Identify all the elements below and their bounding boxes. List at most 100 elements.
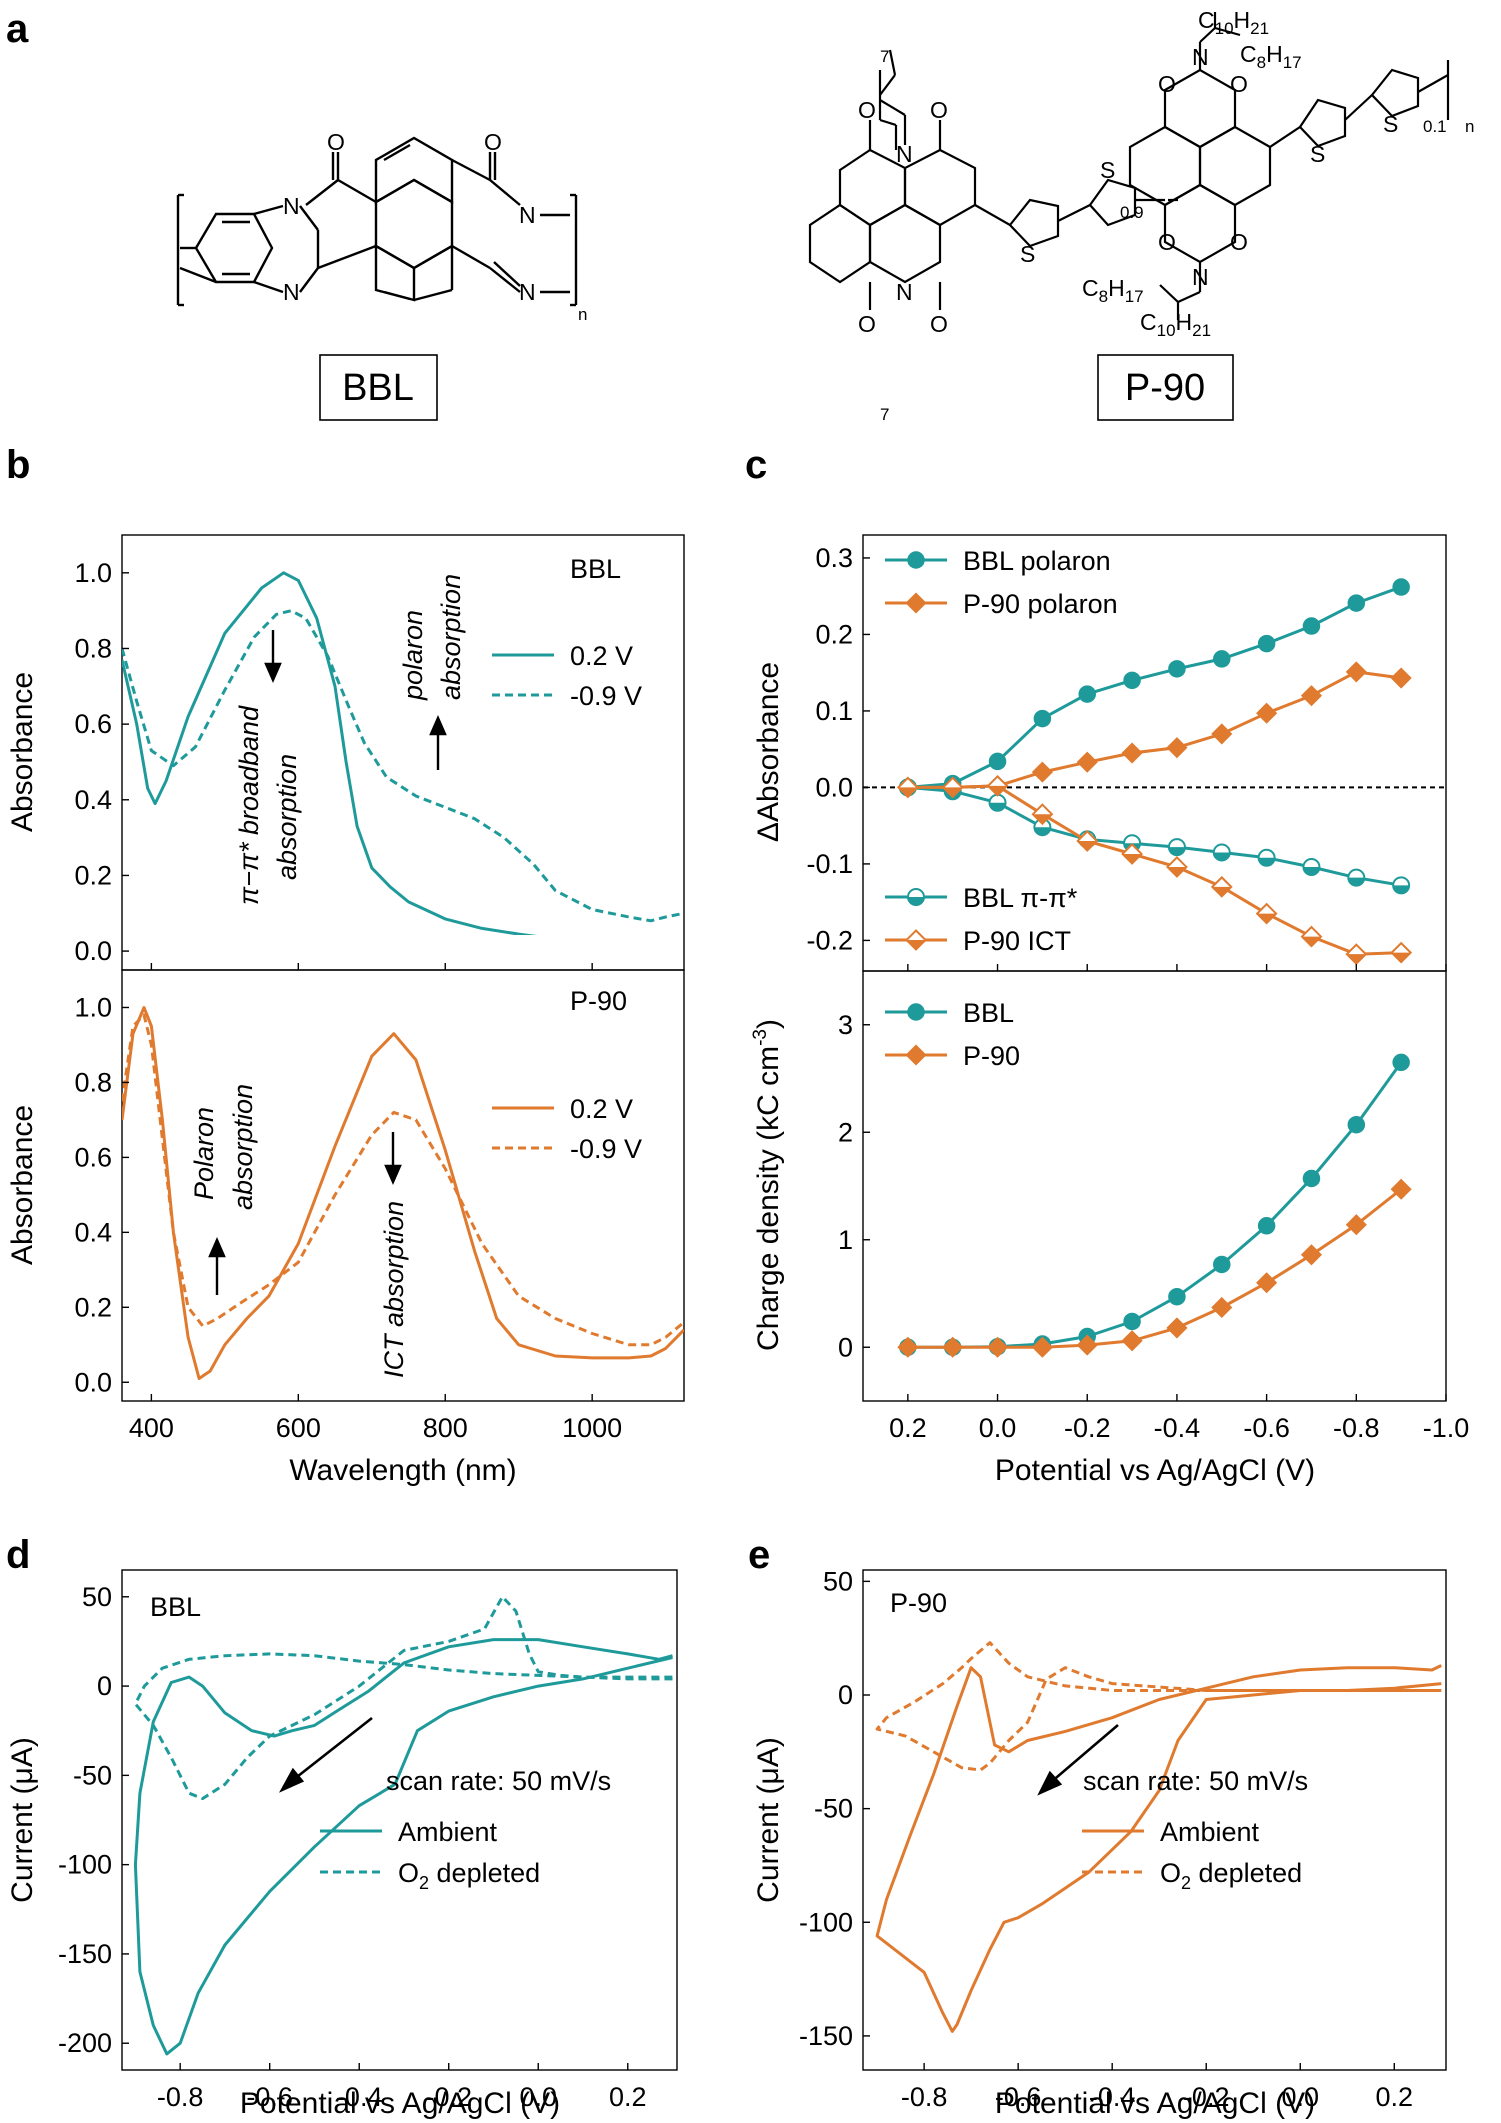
- series-line-2: [907, 785, 1402, 887]
- x-tick-label: -0.4: [336, 2082, 383, 2112]
- plot-frame-b-top: [121, 534, 685, 971]
- annotation-pipi: π−π* broadband: [234, 705, 264, 905]
- annotation-polaron-2: absorption: [436, 574, 466, 700]
- data-point: [1211, 1296, 1233, 1319]
- data-point: [1121, 742, 1143, 764]
- data-point: [942, 1336, 964, 1358]
- y-tick-label: 0.2: [74, 860, 112, 890]
- legend-label: O2 depleted: [1160, 1858, 1302, 1893]
- panel-label-e: e: [748, 1533, 770, 1577]
- chart-title-d: BBL: [150, 1592, 201, 1622]
- legend-label: P-90 ICT: [963, 926, 1071, 956]
- x-tick-label: -0.4: [1089, 2082, 1136, 2112]
- data-point: [1166, 1317, 1188, 1339]
- legend-label: BBL polaron: [963, 546, 1111, 576]
- bbl-atoms: N N O O N N n: [283, 129, 587, 324]
- x-axis-label-e: Potential vs Ag/AgCl (V): [995, 2087, 1315, 2120]
- arrow-down: [264, 630, 282, 683]
- data-point-fill: [989, 802, 1006, 811]
- chart-title-e: P-90: [890, 1588, 947, 1618]
- x-tick-label: -0.6: [246, 2082, 293, 2112]
- series-group: [896, 578, 1413, 966]
- series-line-0: [122, 571, 537, 935]
- data-point: [1076, 1334, 1098, 1356]
- repeat-subscript: 0.9: [1120, 203, 1144, 222]
- side-chain-label: C10H21: [1198, 7, 1269, 38]
- data-point-fill: [1346, 954, 1366, 964]
- legend-label: BBL π-π*: [963, 883, 1078, 913]
- y-tick-label: 3: [838, 1010, 853, 1040]
- bbl-label-box: [319, 354, 438, 421]
- x-tick-label: -0.8: [157, 2082, 204, 2112]
- repeat-subscript: 7: [880, 405, 889, 424]
- series-group: [875, 1641, 1442, 2033]
- y-tick-label: 0.3: [815, 543, 853, 573]
- data-point-fill: [988, 785, 1008, 796]
- atom-label: N: [283, 193, 300, 219]
- data-point: [988, 752, 1007, 771]
- data-point: [1300, 685, 1323, 707]
- arrow-up: [208, 1237, 226, 1295]
- y-tick-label: -150: [799, 2021, 853, 2051]
- annotation-polaron-p90-2: absorption: [228, 1084, 258, 1210]
- data-point-fill: [1391, 952, 1411, 963]
- legend-marker: [907, 1003, 925, 1021]
- legend-label: -0.9 V: [570, 681, 642, 711]
- y-axis-label-b-bottom: Absorbance: [6, 1105, 39, 1265]
- data-point: [897, 1336, 919, 1358]
- data-point-fill: [1032, 814, 1052, 824]
- atom-label: O: [327, 129, 345, 155]
- x-tick-label: -1.0: [1423, 1413, 1470, 1443]
- arrow-up: [429, 715, 447, 770]
- panel-label-d: d: [6, 1533, 30, 1577]
- chart-d: -200 -150 -100 -50 0 50 -0.8 -0.6 -0.4 -0.2 0.0 0.2…: [58, 1582, 673, 2112]
- atom-label: N: [1192, 44, 1209, 70]
- y-tick-label: 0.4: [74, 1217, 112, 1247]
- atom-label: S: [1020, 241, 1035, 267]
- y-tick-label: -0.2: [806, 925, 853, 955]
- data-point-fill: [1393, 885, 1410, 894]
- y-tick-label: 0.6: [74, 1142, 112, 1172]
- data-point-fill: [1077, 840, 1097, 851]
- data-point: [1347, 1115, 1366, 1134]
- legend-label: 0.2 V: [570, 1094, 633, 1124]
- x-tick-label: 0.2: [609, 2082, 647, 2112]
- legend-marker: [905, 1044, 927, 1066]
- y-tick-label: -0.1: [806, 849, 853, 879]
- p90-structure: [808, 12, 1450, 320]
- x-axis-label-c: Potential vs Ag/AgCl (V): [995, 1454, 1315, 1487]
- data-point: [1213, 1255, 1231, 1274]
- series-line-1: [122, 1013, 684, 1347]
- data-point: [1031, 761, 1053, 783]
- x-tick-label: -0.6: [1243, 1413, 1290, 1443]
- p90-label: P-90: [1125, 367, 1205, 409]
- data-point-fill: [1122, 853, 1142, 864]
- atom-label: S: [1310, 141, 1325, 167]
- repeat-subscript: n: [578, 305, 587, 324]
- p90-label-box: [1097, 354, 1234, 421]
- scan-rate-label-e: scan rate: 50 mV/s: [1083, 1766, 1308, 1796]
- scan-direction-arrow: [278, 1716, 373, 1793]
- series-line-0: [907, 1061, 1403, 1349]
- series-line-0: [875, 1664, 1442, 2033]
- y-tick-label: 0.8: [74, 633, 112, 663]
- data-point: [1302, 617, 1321, 635]
- data-point-fill: [1212, 886, 1232, 897]
- annotation-polaron-p90: Polaron: [189, 1107, 219, 1200]
- data-point: [1302, 1169, 1321, 1188]
- data-point: [1123, 671, 1141, 690]
- series-line-1: [122, 609, 684, 923]
- atom-label: S: [1383, 111, 1398, 137]
- data-point: [1257, 1217, 1276, 1235]
- side-chain-label: C8H17: [1082, 275, 1144, 306]
- arrow-down: [384, 1132, 402, 1185]
- y-tick-label: 50: [82, 1582, 112, 1612]
- data-point: [1123, 1312, 1141, 1331]
- data-point-fill: [1213, 852, 1230, 861]
- atom-label: O: [930, 311, 948, 337]
- data-point: [1121, 1330, 1143, 1352]
- data-point: [1390, 667, 1412, 689]
- y-tick-label: 0.2: [74, 1292, 112, 1322]
- data-point-fill: [1168, 847, 1185, 856]
